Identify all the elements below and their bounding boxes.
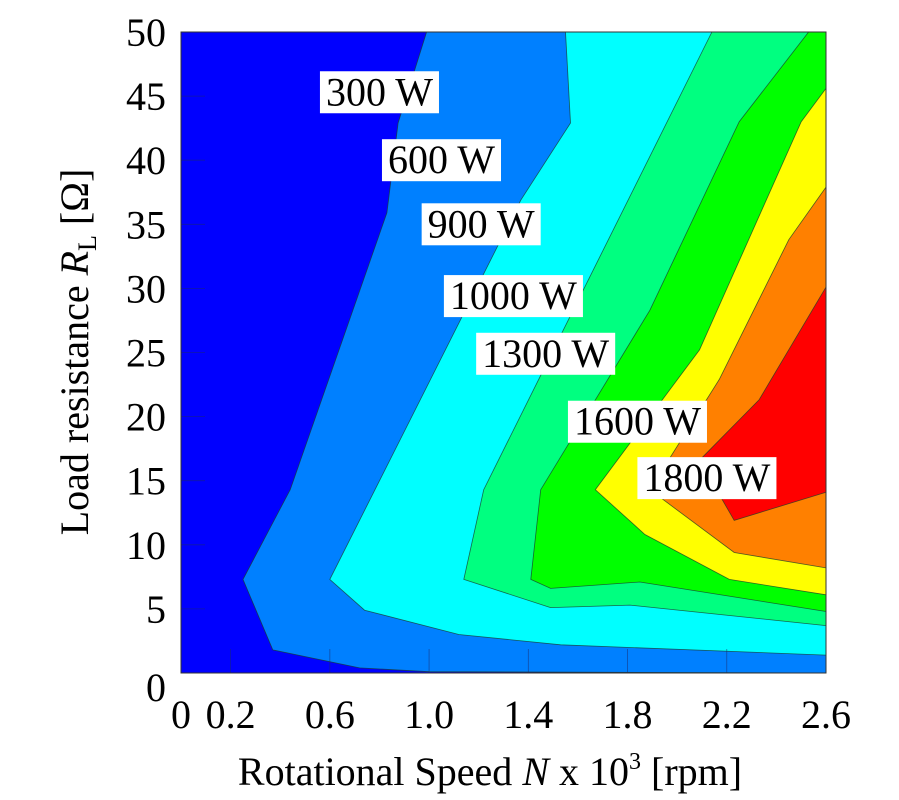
contour-line-600: [329, 31, 827, 656]
contour-label-text: 1300 W: [482, 331, 609, 376]
plot-frame: [180, 31, 827, 674]
y-axis-title: Load resistance RL [Ω]: [52, 169, 102, 536]
y-tick-label: 50: [126, 10, 166, 55]
x-tick-label: 1.4: [503, 692, 553, 737]
y-tick-label: 10: [126, 523, 166, 568]
x-axis-title-middle: x 10: [549, 749, 629, 794]
y-tick-label: 40: [126, 138, 166, 183]
contour-label-1000: 1000 W: [443, 273, 583, 318]
contour-label-900: 900 W: [421, 201, 541, 246]
contour-label-box: [443, 275, 583, 318]
y-tick-label: 35: [126, 202, 166, 247]
contour-label-text: 1000 W: [450, 273, 577, 318]
y-tick-labels: 0 5 10 15 20 25 30 35 40 45 50: [126, 10, 166, 710]
y-tick-label: 5: [146, 587, 166, 632]
contour-label-box: [567, 400, 707, 443]
x-tick-label: 2.2: [702, 692, 752, 737]
x-tick-labels: 0 0.2 0.6 1.0 1.4 1.8 2.2 2.6: [171, 692, 851, 737]
contour-label-text: 1800 W: [643, 455, 770, 500]
y-tick-label: 30: [126, 266, 166, 311]
contour-label-text: 1600 W: [574, 399, 701, 444]
x-tick-label: 0: [171, 692, 191, 737]
contour-line-1000: [530, 31, 827, 612]
contour-label-text: 600 W: [388, 137, 495, 182]
x-tick-label: 1.8: [603, 692, 653, 737]
contour-label-box: [637, 457, 777, 500]
y-axis-title-subscript: L: [73, 235, 102, 251]
y-axis-title-prefix: Load resistance: [52, 275, 97, 535]
contour-label-1800: 1800 W: [637, 455, 777, 500]
contour-line-1300: [594, 88, 827, 596]
x-axis-title-superscript: 3: [629, 749, 641, 775]
x-axis-title-variable: N: [521, 749, 551, 794]
x-axis-title-suffix: [rpm]: [641, 749, 742, 794]
contour-label-1300: 1300 W: [476, 331, 616, 376]
y-axis-title-variable: R: [52, 251, 97, 276]
contour-labels: 300 W 600 W 900 W 1000 W 1300 W 1600 W 1800 W: [319, 69, 777, 500]
contour-label-text: 900 W: [428, 201, 535, 246]
contour-label-box: [421, 203, 541, 246]
contour-label-600: 600 W: [381, 137, 501, 182]
y-axis-title-suffix: [Ω]: [52, 169, 97, 235]
contour-label-box: [476, 332, 616, 375]
contour-label-box: [319, 71, 439, 114]
x-axis-title-prefix: Rotational Speed: [238, 749, 522, 794]
y-tick-label: 45: [126, 74, 166, 119]
x-tick-label: 0.2: [206, 692, 256, 737]
y-tick-label: 20: [126, 395, 166, 440]
x-tick-label: 0.6: [305, 692, 355, 737]
y-tick-label: 0: [146, 665, 166, 710]
x-axis-title: Rotational Speed N x 103 [rpm]: [238, 749, 742, 794]
x-tick-label: 2.6: [801, 692, 851, 737]
contour-label-300: 300 W: [319, 69, 439, 114]
x-tick-label: 1.0: [404, 692, 454, 737]
y-tick-label: 25: [126, 331, 166, 376]
contour-label-box: [381, 139, 501, 182]
contour-label-text: 300 W: [326, 69, 433, 114]
y-tick-label: 15: [126, 459, 166, 504]
contour-label-1600: 1600 W: [567, 399, 707, 444]
contour-line-900: [463, 31, 827, 626]
